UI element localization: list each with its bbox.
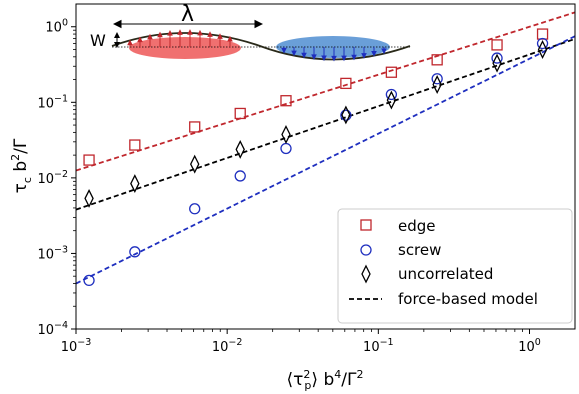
inset-arrows-up: [127, 29, 233, 47]
inset-arrows-down: [281, 47, 387, 62]
inset-up-arrowhead: [227, 35, 233, 42]
uncorrelated-point: [341, 105, 351, 125]
legend-screw-marker: [360, 244, 372, 256]
uncorrelated-point: [130, 174, 140, 194]
inset-up-arrowhead: [157, 31, 163, 38]
series-screw: [83, 37, 549, 287]
edge-point: [340, 77, 352, 90]
screw-point: [129, 246, 141, 258]
inset-wavelength-label: λ: [181, 2, 194, 27]
x-axis-label: ⟨τ2 p⟩ b4/Γ2: [287, 368, 364, 392]
screw-point: [280, 142, 292, 155]
series-edge: [83, 28, 549, 166]
y-tick-label: 100: [45, 18, 68, 36]
uncorrelated-point: [235, 139, 245, 159]
fit-line-2: [75, 35, 576, 285]
edge-point: [431, 54, 443, 66]
legend-screw-label: screw: [398, 241, 441, 259]
inset-down-arrowhead: [291, 50, 297, 57]
inset-down-arrowhead: [311, 54, 317, 61]
legend-edge-marker: [360, 219, 372, 231]
inset-up-arrowhead: [137, 36, 143, 43]
x-tick-label: 10−3: [61, 337, 92, 355]
uncorrelated-point: [537, 40, 548, 59]
data-series: [83, 28, 549, 287]
screw-point: [491, 52, 503, 64]
legend-edge-label: edge: [398, 217, 436, 235]
inset-up-arrowhead: [207, 31, 213, 37]
legend-box: [337, 208, 573, 324]
inset-up-arrowhead: [177, 29, 183, 35]
inset-down-arrowhead: [331, 55, 337, 62]
screw-point: [340, 109, 352, 121]
y-tick-label: 10−1: [37, 93, 68, 111]
uncorrelated-point: [281, 125, 291, 144]
y-tick-label: 10−2: [37, 169, 68, 187]
inset-diagram: λ W: [90, 2, 411, 62]
fit-lines: [75, 11, 576, 285]
legend-uncorrelated-marker: [361, 264, 371, 284]
edge-point: [129, 139, 141, 151]
x-tick-label: 10−2: [212, 337, 243, 355]
inset-up-arrowhead: [167, 30, 173, 36]
inset-positive-lobe: [129, 37, 241, 59]
inset-up-arrowhead: [187, 29, 193, 35]
uncorrelated-point: [386, 90, 397, 110]
screw-point: [83, 274, 95, 287]
inset-up-arrowhead: [127, 39, 133, 46]
inset-down-arrowhead: [281, 47, 287, 54]
inset-down-arrowhead: [341, 55, 347, 62]
plot-frame: [75, 3, 576, 330]
uncorrelated-point: [492, 53, 502, 73]
inset-up-arrowhead: [217, 33, 223, 39]
edge-point: [385, 66, 398, 78]
series-uncorrelated: [84, 40, 548, 208]
inset-down-arrowhead: [361, 53, 367, 59]
legend-uncorrelated-label: uncorrelated: [398, 265, 493, 283]
edge-point: [189, 121, 201, 133]
uncorrelated-point: [189, 154, 200, 174]
screw-point: [536, 37, 549, 50]
uncorrelated-point: [84, 188, 94, 208]
inset-up-arrowhead: [197, 29, 203, 36]
fit-line-1: [75, 11, 576, 172]
x-tick-label: 100: [518, 337, 541, 355]
uncorrelated-point: [432, 75, 442, 94]
inset-down-arrowhead: [371, 51, 377, 57]
inset-amplitude-label: W: [90, 31, 106, 50]
legend-model-label: force-based model: [398, 290, 538, 308]
edge-point: [491, 39, 503, 51]
screw-point: [189, 203, 201, 215]
inset-down-arrowhead: [301, 52, 307, 59]
inset-down-arrowhead: [321, 55, 327, 62]
screw-point: [385, 88, 398, 101]
screw-point: [431, 73, 443, 85]
inset-down-arrowhead: [351, 54, 357, 61]
y-tick-label: 10−4: [37, 320, 68, 338]
edge-point: [83, 154, 95, 166]
axes: [75, 3, 576, 330]
edge-point: [536, 28, 549, 40]
y-tick-label: 10−3: [37, 244, 68, 262]
y-axis-label: τc b2/Γ: [9, 138, 34, 193]
inset-up-arrowhead: [147, 33, 153, 40]
x-tick-label: 10−1: [363, 337, 394, 355]
screw-point: [234, 170, 246, 182]
inset-wave: [111, 32, 411, 61]
inset-down-arrowhead: [381, 48, 387, 55]
edge-point: [280, 95, 292, 107]
edge-point: [234, 107, 246, 120]
legend: edge screw uncorrelated force-based mode…: [337, 208, 573, 324]
